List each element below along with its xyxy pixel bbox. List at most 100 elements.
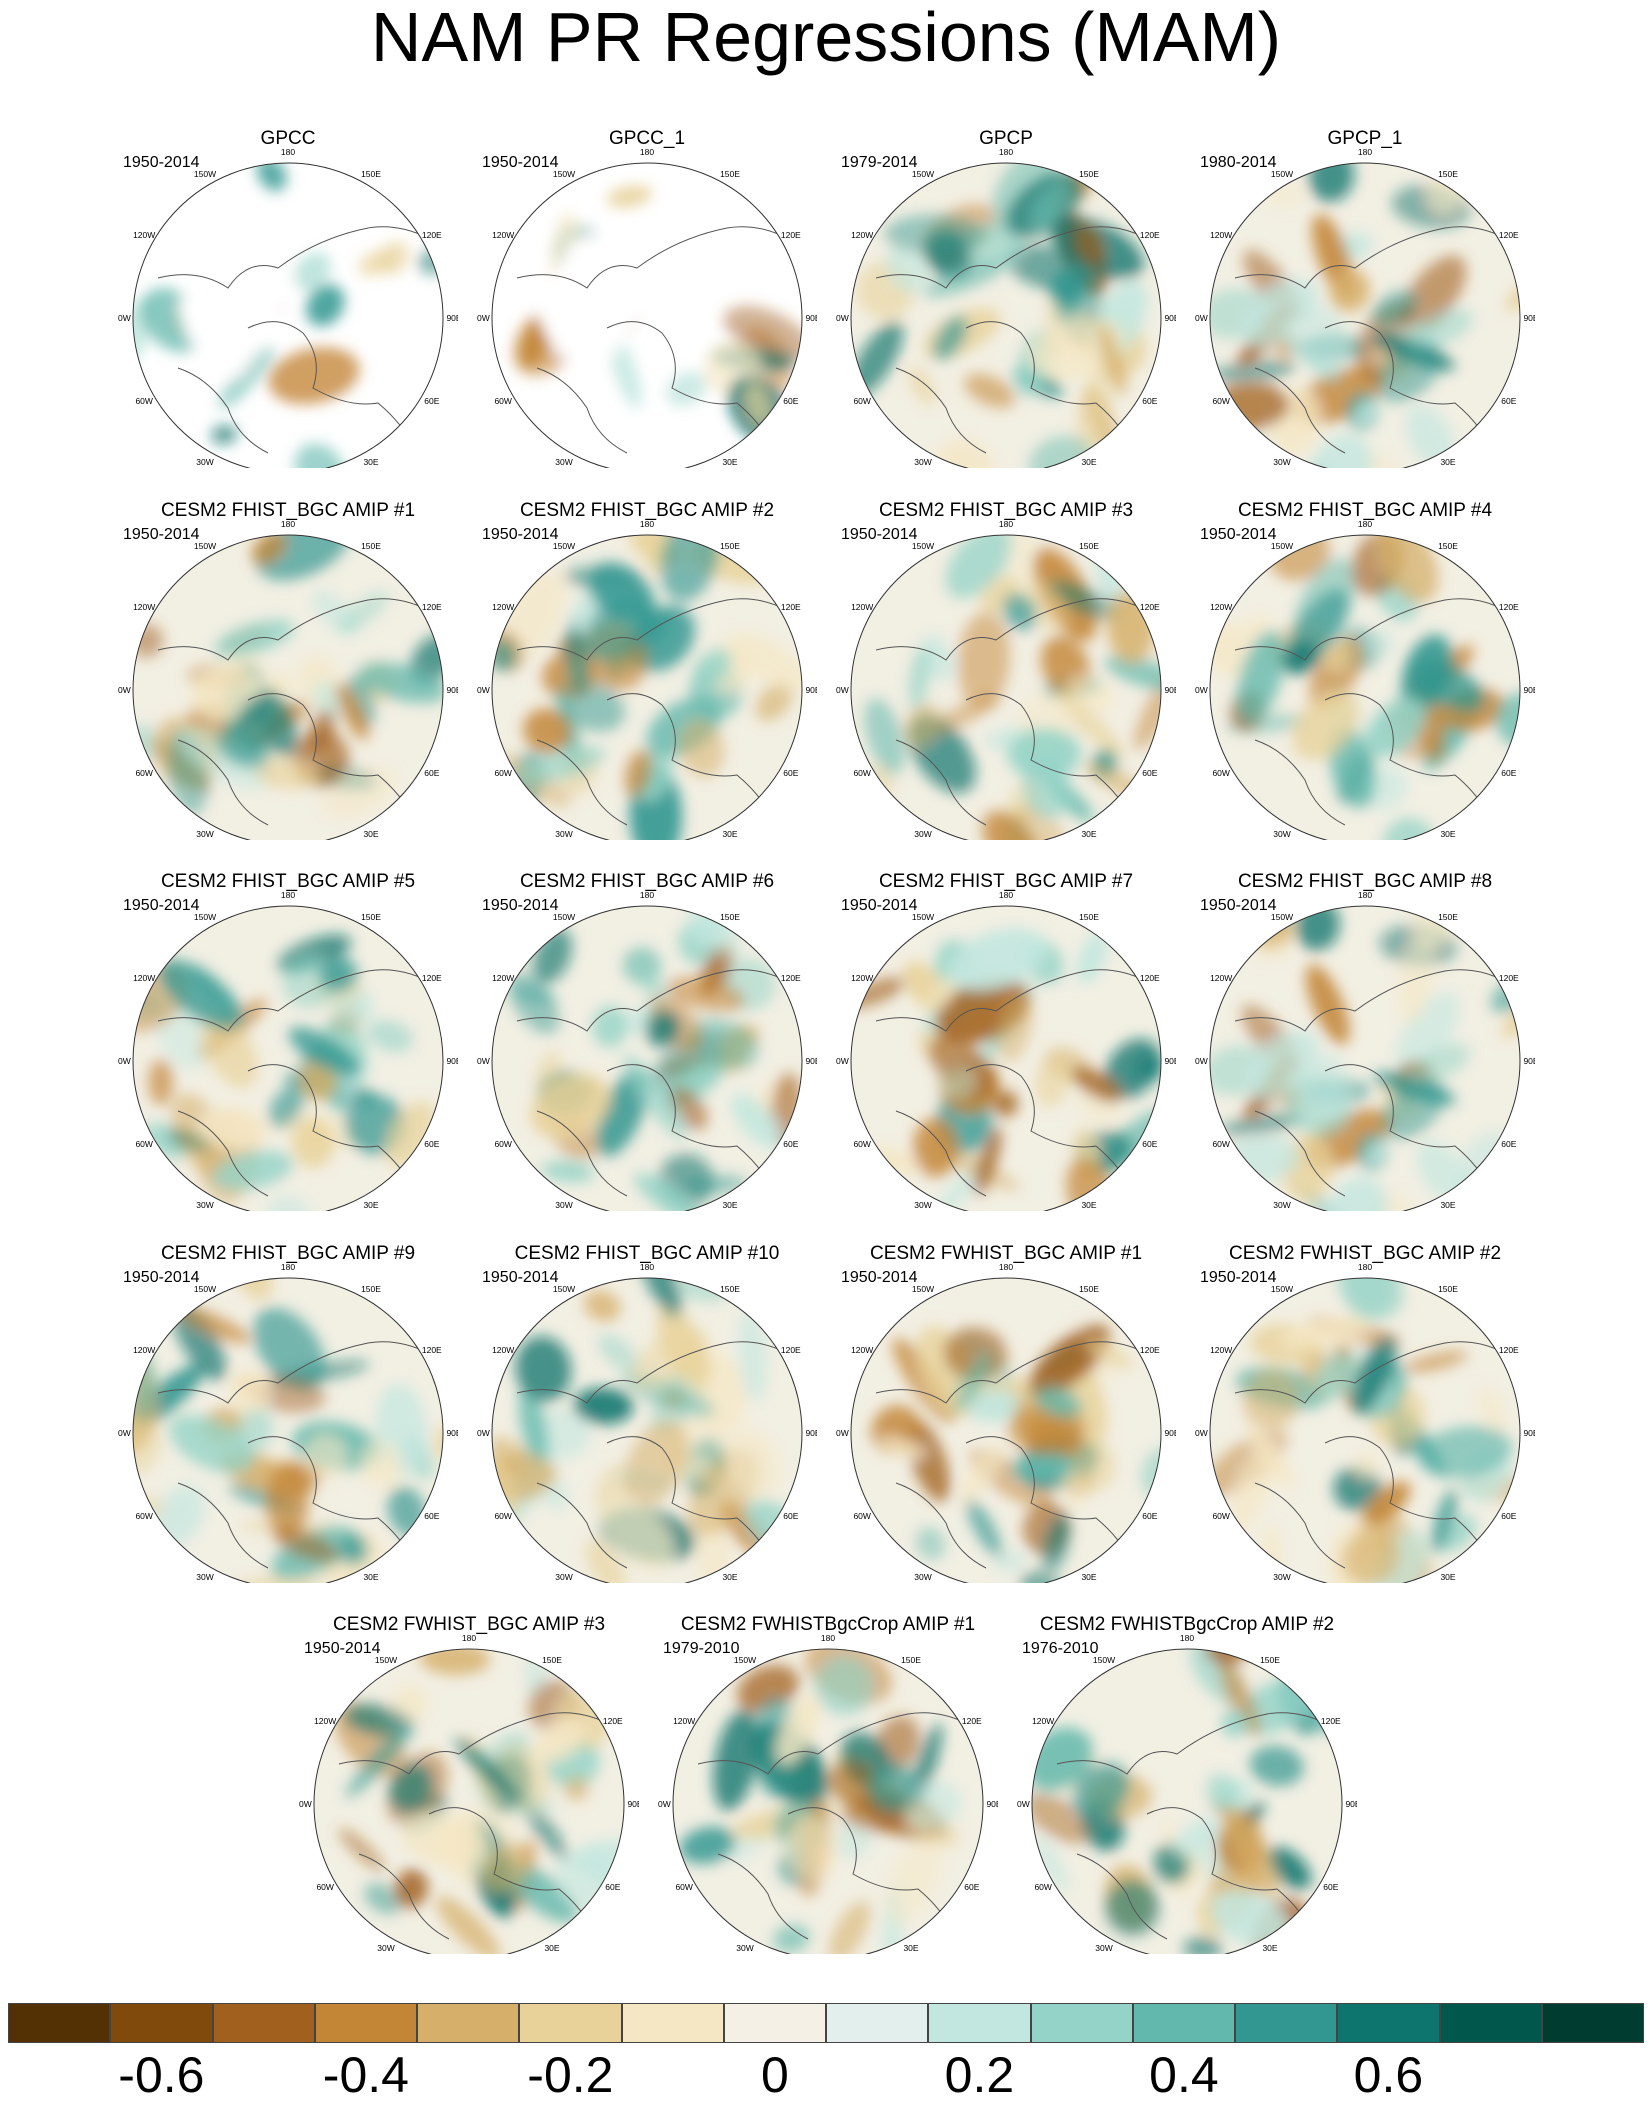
anomaly-blob	[634, 1173, 704, 1211]
no-data-region	[178, 235, 293, 378]
longitude-label: 90W	[299, 1799, 312, 1809]
coastline	[1234, 969, 1506, 1202]
longitude-label: 30E	[722, 829, 737, 839]
longitude-label: 120E	[962, 1716, 982, 1726]
longitude-label: 60W	[494, 1511, 511, 1521]
anomaly-blob	[1030, 182, 1073, 228]
anomaly-blob	[1417, 1426, 1513, 1479]
coastline	[157, 969, 429, 1202]
longitude-label: 150W	[194, 1284, 216, 1294]
anomaly-blob	[517, 745, 606, 784]
map-boundary	[1209, 162, 1521, 468]
polar-map: 180150E120E90E60E30E030W60W90W120W150W	[1195, 890, 1535, 1211]
anomaly-blob	[1222, 1806, 1279, 1899]
longitude-label: 150W	[1271, 1284, 1293, 1294]
anomaly-blob	[957, 1443, 1003, 1506]
longitude-label: 30W	[914, 1572, 931, 1582]
longitude-label: 120W	[851, 973, 873, 983]
longitude-label: 60E	[783, 768, 798, 778]
anomaly-blob	[1219, 1659, 1261, 1736]
map-panel: GPCP_1180150E120E90E60E30E030W60W90W120W…	[1195, 128, 1535, 468]
anomaly-blob	[600, 1497, 675, 1571]
polar-map: 180150E120E90E60E30E030W60W90W120W150W	[836, 890, 1176, 1211]
polar-map: 180150E120E90E60E30E030W60W90W120W150W	[836, 147, 1176, 468]
anomaly-blob	[947, 928, 1048, 991]
longitude-label: 30E	[363, 1572, 378, 1582]
anomaly-blob	[885, 1834, 943, 1924]
longitude-label: 120W	[314, 1716, 336, 1726]
anomaly-blob	[688, 1017, 759, 1069]
coastline	[516, 969, 788, 1202]
longitude-label: 150W	[1271, 912, 1293, 922]
longitude-label: 150E	[1438, 1284, 1458, 1294]
longitude-label: 180	[281, 519, 295, 529]
longitude-label: 30E	[1081, 1200, 1096, 1210]
longitude-label: 30W	[736, 1943, 753, 1953]
anomaly-blob	[964, 373, 1016, 408]
longitude-label: 30E	[544, 1943, 559, 1953]
anomaly-blob	[565, 620, 589, 699]
longitude-label: 60W	[1212, 768, 1229, 778]
anomaly-blob	[1398, 937, 1434, 1024]
anomaly-blob	[1505, 278, 1520, 311]
longitude-label: 150W	[734, 1655, 756, 1665]
longitude-label: 90W	[477, 685, 490, 695]
anomaly-blob	[1403, 1351, 1468, 1373]
longitude-label: 180	[1358, 519, 1372, 529]
longitude-label: 60E	[964, 1882, 979, 1892]
longitude-label: 150E	[1438, 169, 1458, 179]
anomaly-blob	[1377, 341, 1442, 403]
longitude-label: 120E	[422, 1345, 442, 1355]
longitude-label: 90W	[1017, 1799, 1030, 1809]
anomaly-blob	[1236, 630, 1285, 724]
colorbar-tick-label: -0.4	[322, 2047, 409, 2103]
anomaly-blob	[678, 718, 725, 778]
longitude-label: 180	[281, 890, 295, 900]
anomaly-blob	[1372, 290, 1418, 327]
anomaly-blob	[1313, 1352, 1357, 1401]
anomaly-blob	[364, 1882, 401, 1915]
anomaly-blob	[945, 535, 1013, 599]
longitude-label: 60E	[424, 768, 439, 778]
longitude-label: 30W	[555, 829, 572, 839]
coastline	[1056, 1712, 1328, 1945]
anomaly-blob	[775, 1694, 821, 1766]
coastline	[157, 226, 429, 459]
colorbar-box	[110, 2003, 213, 2043]
anomaly-blob	[1054, 690, 1126, 759]
anomaly-blob	[1076, 932, 1108, 984]
longitude-label: 150E	[720, 1284, 740, 1294]
longitude-label: 90E	[1164, 1428, 1176, 1438]
anomaly-blob	[867, 1763, 917, 1813]
anomaly-blob	[925, 975, 959, 1015]
longitude-label: 120E	[422, 602, 442, 612]
anomaly-blob	[1205, 1773, 1240, 1813]
longitude-label: 60E	[1501, 1139, 1516, 1149]
anomaly-blob	[1416, 1139, 1467, 1202]
colorbar-box	[621, 2003, 724, 2043]
anomaly-blob	[268, 347, 360, 405]
longitude-label: 90W	[836, 1056, 849, 1066]
anomaly-blob	[518, 1384, 548, 1465]
anomaly-blob	[1410, 658, 1485, 712]
anomaly-blob	[1072, 1762, 1130, 1820]
anomaly-blob	[755, 682, 793, 722]
longitude-label: 120E	[603, 1716, 623, 1726]
anomaly-blob	[1211, 360, 1297, 383]
longitude-label: 30E	[1440, 457, 1455, 467]
panel-title: CESM2 FHIST_BGC AMIP #5	[160, 871, 416, 892]
longitude-label: 60E	[783, 1139, 798, 1149]
anomaly-blob	[1028, 435, 1094, 468]
period-label: 1950-2014	[1200, 1269, 1277, 1286]
anomaly-blob	[1034, 1055, 1071, 1107]
colorbar-box	[417, 2003, 520, 2043]
colorbar-box	[1030, 2003, 1133, 2043]
anomaly-blob	[303, 1433, 349, 1480]
longitude-label: 90E	[1523, 685, 1535, 695]
period-label: 1950-2014	[123, 154, 200, 171]
longitude-label: 30E	[722, 1200, 737, 1210]
panel-title: CESM2 FHIST_BGC AMIP #8	[1237, 871, 1493, 892]
longitude-label: 60W	[135, 1139, 152, 1149]
